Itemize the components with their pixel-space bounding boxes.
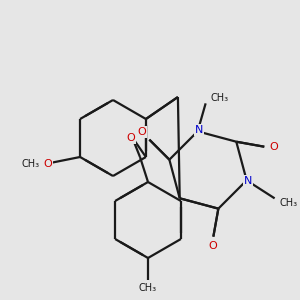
Text: O: O [269, 142, 278, 152]
Text: N: N [194, 125, 203, 135]
Text: CH₃: CH₃ [280, 198, 298, 208]
Text: CH₃: CH₃ [21, 159, 39, 169]
Text: CH₃: CH₃ [211, 93, 229, 103]
Text: O: O [208, 241, 217, 250]
Text: CH₃: CH₃ [139, 283, 157, 293]
Text: O: O [127, 133, 135, 143]
Text: O: O [137, 127, 146, 136]
Text: N: N [243, 176, 252, 186]
Text: O: O [44, 159, 52, 169]
